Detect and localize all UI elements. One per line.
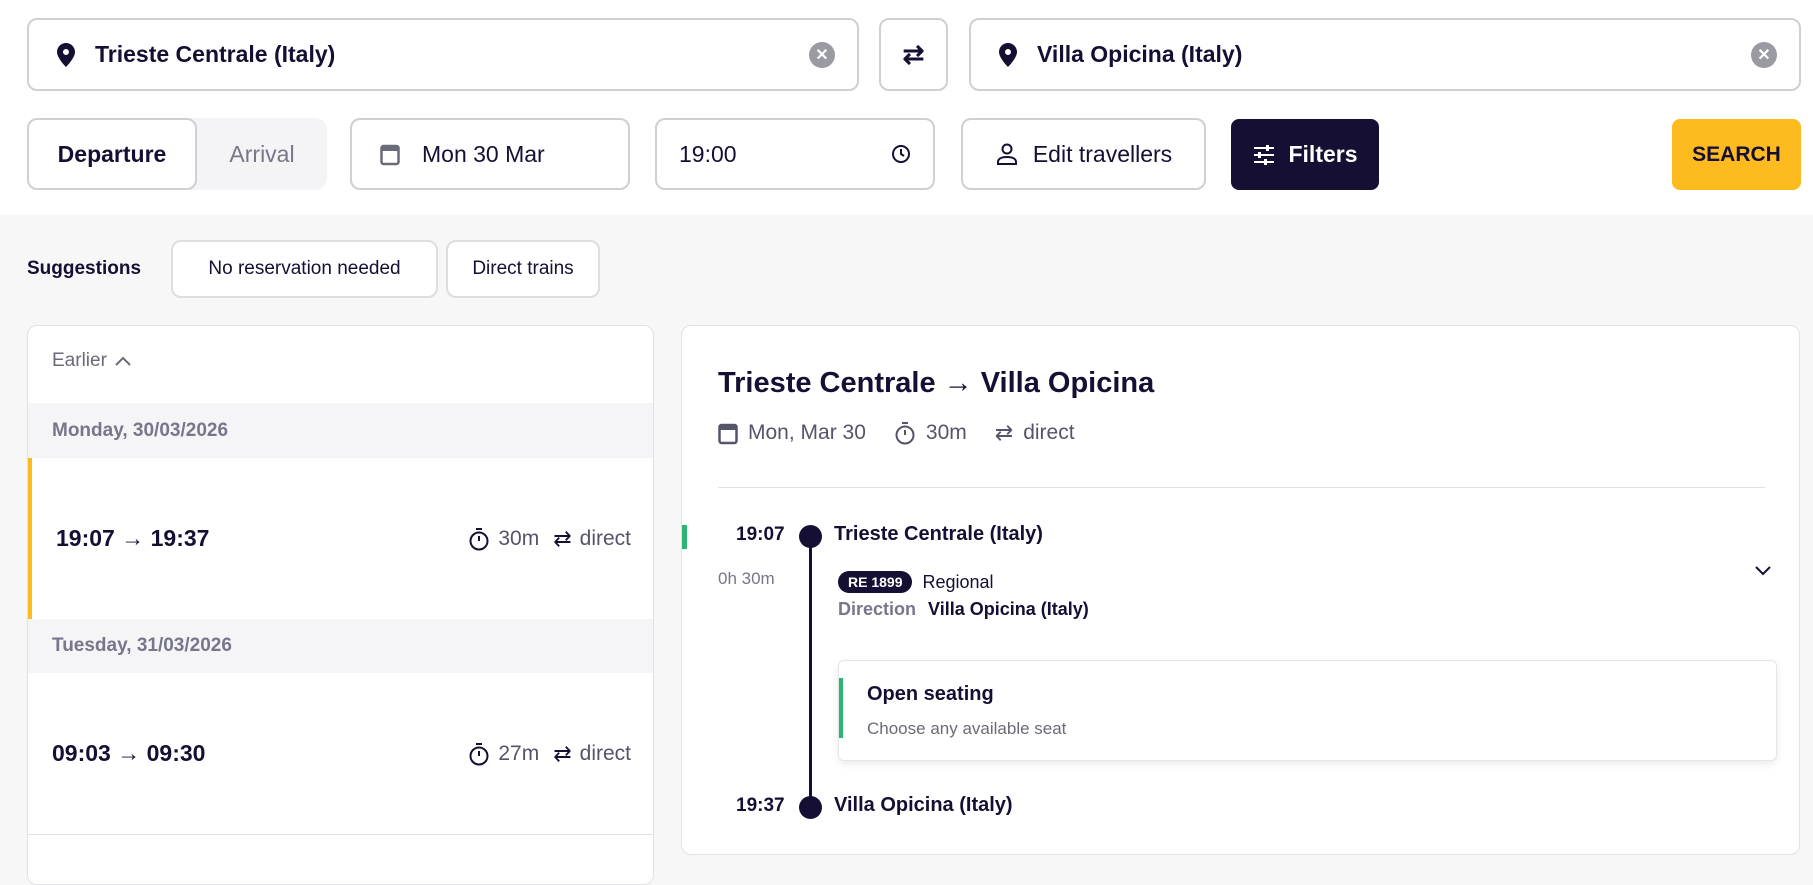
detail-duration: 30m [925,421,967,444]
trip-row-selected[interactable]: 19:07 → 19:37 30m ⇄ direct [28,458,653,619]
train-type: Regional [922,571,994,592]
detail-meta: Mon, Mar 30 30m ⇄ direct [718,420,1075,446]
location-pin-icon [999,42,1017,67]
from-value: Trieste Centrale (Italy) [95,41,336,67]
divider [718,487,1765,488]
trip-duration: 27m [498,741,540,765]
arr-dot [799,796,822,819]
edit-travellers-label: Edit travellers [1032,140,1173,167]
seating-title: Open seating [867,683,994,705]
suggestions-label: Suggestions [27,258,142,279]
trip-duration: 30m [498,526,540,550]
trip-times: 19:07 → 19:37 [56,525,210,551]
time-picker[interactable]: 19:00 [655,118,935,190]
to-value: Villa Opicina (Italy) [1037,41,1243,67]
filters-button[interactable]: Filters [1231,119,1379,190]
dep-station: Trieste Centrale (Italy) [834,523,1043,545]
sliders-icon [1252,144,1276,166]
chevron-up-icon [115,356,131,366]
expand-chevron-icon[interactable] [1754,564,1772,582]
edit-travellers-button[interactable]: Edit travellers [961,118,1206,190]
departure-option[interactable]: Departure [27,118,197,190]
transfer-icon: ⇄ [994,420,1014,445]
timeline-line [809,536,812,806]
leg-duration: 0h 30m [718,569,775,588]
earlier-label: Earlier [52,350,107,371]
day-header: Tuesday, 31/03/2026 [28,619,653,673]
chip-no-reservation[interactable]: No reservation needed [171,240,438,298]
filters-label: Filters [1288,141,1358,167]
trip-row[interactable]: 09:03 → 09:30 27m ⇄ direct [28,673,653,835]
detail-date: Mon, Mar 30 [748,421,866,444]
departure-arrival-toggle: Departure Arrival [27,118,327,190]
earlier-button[interactable]: Earlier [52,350,131,372]
dep-time: 19:07 [736,524,785,545]
swap-button[interactable]: ⇄ [879,18,948,91]
direction-value: Villa Opicina (Italy) [928,599,1089,619]
direction-row: Direction Villa Opicina (Italy) [838,599,1089,620]
clear-to-icon[interactable]: ✕ [1751,41,1777,68]
seating-accent [839,678,843,738]
location-pin-icon [57,42,75,67]
seating-info-card: Open seating Choose any available seat [838,660,1777,761]
search-button[interactable]: SEARCH [1672,119,1801,190]
day-header: Monday, 30/03/2026 [28,403,653,458]
swap-icon: ⇄ [902,39,925,69]
arr-station: Villa Opicina (Italy) [834,794,1013,816]
trip-detail-panel: Trieste Centrale → Villa Opicina Mon, Ma… [681,325,1800,855]
direction-label: Direction [838,599,917,619]
trip-times: 09:03 → 09:30 [52,740,206,766]
calendar-icon [380,142,400,166]
search-bar: Trieste Centrale (Italy) ✕ ⇄ Villa Opici… [0,0,1813,215]
results-list: Earlier Monday, 30/03/2026 19:07 → 19:37… [27,325,654,885]
transfer-icon: ⇄ [553,525,572,551]
person-icon [995,142,1019,166]
stopwatch-icon [468,742,490,766]
dep-dot [799,525,822,548]
trip-changes: direct [579,526,631,550]
clock-icon [891,144,911,164]
transfer-icon: ⇄ [553,740,572,766]
arr-time: 19:37 [736,795,785,816]
clear-from-icon[interactable]: ✕ [809,41,835,68]
chip-direct-trains[interactable]: Direct trains [446,240,600,298]
arrival-option[interactable]: Arrival [229,140,295,167]
time-value: 19:00 [679,140,737,167]
seating-subtitle: Choose any available seat [867,719,1067,738]
trip-changes: direct [579,741,631,765]
to-input[interactable]: Villa Opicina (Italy) ✕ [969,18,1801,91]
stopwatch-icon [894,421,916,445]
detail-title: Trieste Centrale → Villa Opicina [718,367,1155,399]
date-picker[interactable]: Mon 30 Mar [350,118,630,190]
from-input[interactable]: Trieste Centrale (Italy) ✕ [27,18,859,91]
current-marker [682,525,687,549]
detail-changes: direct [1023,421,1075,444]
date-value: Mon 30 Mar [422,140,545,167]
stopwatch-icon [468,527,490,551]
calendar-icon [718,421,738,445]
train-info: RE 1899 Regional [838,571,994,593]
train-badge: RE 1899 [838,571,913,593]
